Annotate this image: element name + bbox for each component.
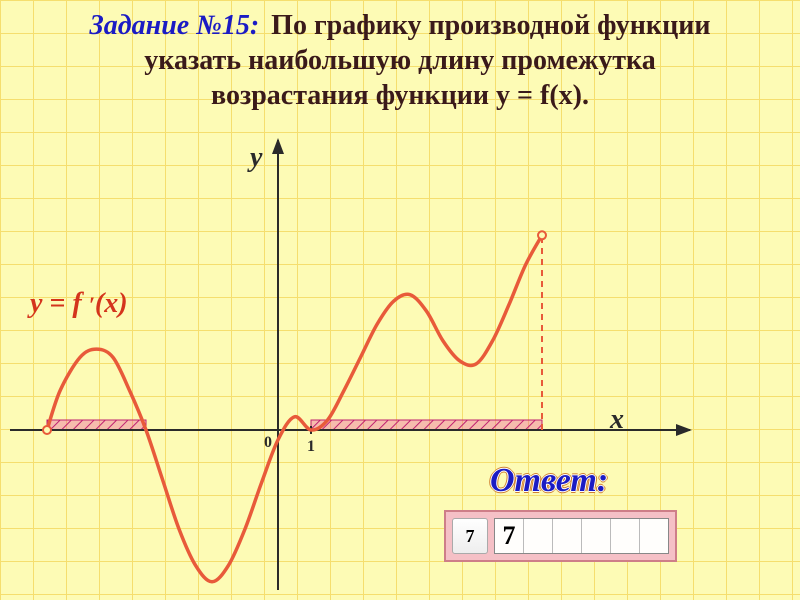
- answer-digit-cell[interactable]: [611, 519, 640, 553]
- y-axis-label: y: [250, 142, 262, 174]
- answer-digit-cell[interactable]: 7: [495, 519, 524, 553]
- unit-one-label: 1: [307, 438, 315, 456]
- task-label: Задание №15:: [90, 10, 260, 41]
- title-line-1: По графику производной функции: [271, 10, 710, 41]
- function-label: y = f ′(x): [30, 288, 128, 320]
- title-line-2: указать наибольшую длину промежутка: [0, 43, 800, 78]
- x-axis-label: x: [610, 404, 624, 436]
- answer-button[interactable]: 7: [452, 518, 488, 554]
- title-line-3: возрастания функции y = f(x).: [0, 78, 800, 113]
- answer-digit-cell[interactable]: [553, 519, 582, 553]
- title-block: Задание №15: По графику производной функ…: [0, 8, 800, 113]
- answer-digit-cell[interactable]: [582, 519, 611, 553]
- answer-digit-strip: 7: [494, 518, 669, 554]
- answer-box: 7 7: [444, 510, 677, 562]
- answer-digit-cell[interactable]: [524, 519, 553, 553]
- answer-digit-cell[interactable]: [640, 519, 668, 553]
- answer-label: Ответ:: [490, 462, 608, 500]
- origin-label: 0: [264, 434, 272, 452]
